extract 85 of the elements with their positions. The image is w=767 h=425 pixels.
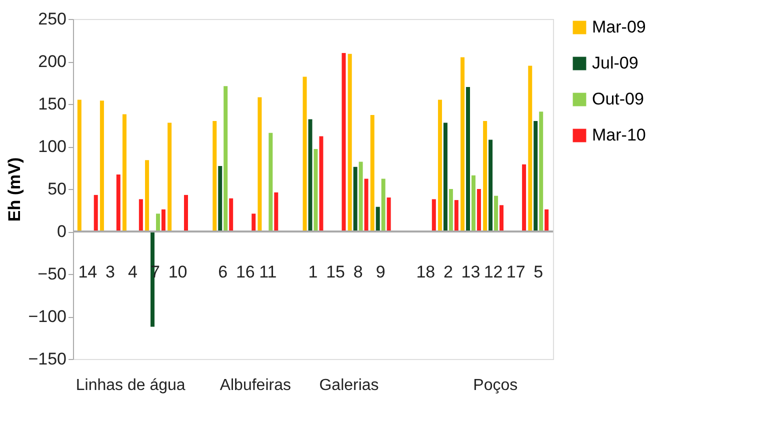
text: Poços [473, 377, 518, 394]
bar [218, 166, 222, 232]
x-tick-label: 8 [353, 262, 363, 282]
bar [308, 119, 312, 232]
bar [358, 162, 363, 232]
bar [319, 136, 324, 232]
bar [145, 160, 150, 232]
bar [353, 166, 358, 232]
bar [381, 178, 386, 232]
bar [224, 86, 228, 232]
bar [483, 121, 488, 232]
bar [500, 205, 504, 232]
bar [94, 194, 98, 232]
bar [268, 132, 273, 232]
bar [476, 189, 481, 232]
x-tick-label: 18 [416, 262, 436, 282]
bar [443, 122, 448, 232]
bar [122, 114, 126, 232]
x-tick-label: 4 [128, 262, 138, 282]
x-tick-label: 1 [308, 262, 318, 282]
bar [342, 53, 346, 232]
bar [184, 194, 188, 232]
x-tick-label: 13 [461, 262, 480, 282]
bar [438, 100, 442, 232]
x-tick-label: 5 [534, 262, 544, 282]
bar [534, 121, 538, 232]
bar [302, 76, 307, 232]
x-tick-label: 3 [105, 262, 115, 282]
bar [386, 198, 391, 232]
bar [448, 189, 453, 232]
legend-label: Mar-10 [592, 126, 646, 144]
y-tick-label: 0 [57, 222, 66, 241]
x-tick-label: 10 [168, 262, 188, 282]
y-axis-title: Eh (mV) [5, 157, 24, 222]
bar [138, 199, 143, 232]
y-tick-label: −50 [38, 264, 66, 284]
bar [460, 57, 465, 232]
bar [376, 206, 380, 232]
y-tick-label: 150 [38, 94, 66, 114]
text: Galerias [319, 377, 379, 394]
x-tick-label: 14 [78, 262, 98, 282]
bar [466, 87, 470, 232]
bar [494, 196, 498, 232]
bar [522, 164, 526, 232]
x-tick-label: 11 [259, 262, 277, 282]
legend-label: Out-09 [592, 90, 644, 108]
bar [161, 209, 166, 232]
bar [454, 200, 458, 232]
bar [274, 192, 278, 232]
y-tick-label: 200 [38, 52, 66, 71]
y-tick-label: 250 [38, 10, 66, 28]
x-tick-label: 17 [506, 262, 526, 282]
y-tick-label: −150 [28, 350, 66, 368]
y-tick-label: −100 [28, 307, 66, 326]
y-tick-label: 100 [38, 137, 66, 156]
x-tick-label: 12 [484, 262, 503, 282]
bar [77, 100, 82, 232]
bar [471, 175, 476, 232]
bar [212, 121, 217, 232]
bar [229, 198, 234, 232]
x-tick-label: 6 [218, 262, 228, 282]
bar [314, 149, 318, 232]
bar [432, 199, 436, 232]
text: Albufeiras [220, 377, 291, 394]
bar [168, 122, 172, 232]
legend-label: Jul-09 [592, 54, 638, 72]
bar [156, 214, 160, 232]
legend-label: Mar-09 [592, 18, 646, 36]
bar [100, 100, 104, 232]
bar [488, 140, 493, 232]
bar [364, 178, 368, 232]
bar [528, 66, 532, 232]
bar [258, 97, 262, 232]
bar [252, 214, 256, 232]
x-tick-label: 16 [236, 262, 255, 282]
bar [370, 115, 374, 232]
y-tick-label: 50 [48, 180, 66, 198]
bar [348, 54, 352, 232]
text: Linhas de água [76, 377, 186, 394]
x-tick-label: 2 [443, 262, 453, 282]
bar [539, 112, 544, 232]
x-tick-label: 9 [376, 262, 386, 282]
bar [116, 174, 120, 232]
bar [544, 209, 549, 232]
x-tick-label: 15 [326, 262, 345, 282]
